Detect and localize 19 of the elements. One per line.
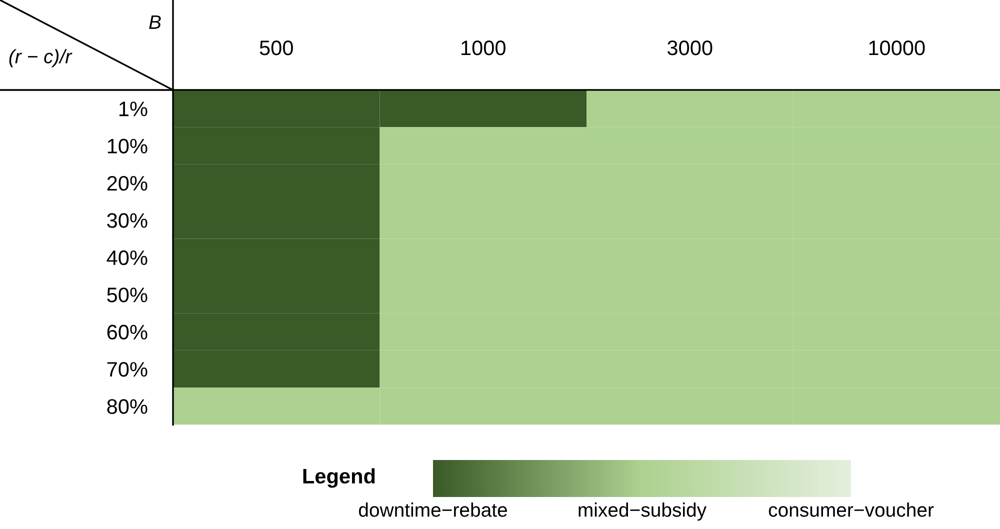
y-tick-label: 10% <box>108 138 148 154</box>
y-tick-label: 1% <box>119 102 148 116</box>
y-tick-label: 40% <box>106 250 148 266</box>
color-bar-label: downtime−rebate <box>358 502 507 517</box>
y-tick-label: 30% <box>107 213 148 228</box>
x-tick-label: 500 <box>260 40 293 56</box>
x-axis-title: B <box>149 15 161 29</box>
y-tick-label: 20% <box>107 176 148 191</box>
color-bar-label: mixed−subsidy <box>578 502 707 521</box>
x-tick-label: 1000 <box>462 40 506 56</box>
x-tick-label: 10000 <box>869 40 925 56</box>
y-axis-title: (r − c)/r <box>9 49 72 68</box>
color-bar-title: Legend <box>303 468 375 488</box>
y-tick-label: 70% <box>107 362 148 377</box>
x-tick-label: 3000 <box>668 40 712 56</box>
y-tick-label: 80% <box>107 399 148 414</box>
y-tick-label: 50% <box>107 288 148 302</box>
y-tick-label: 60% <box>107 324 148 340</box>
color-bar-label: consumer−voucher <box>768 502 934 517</box>
